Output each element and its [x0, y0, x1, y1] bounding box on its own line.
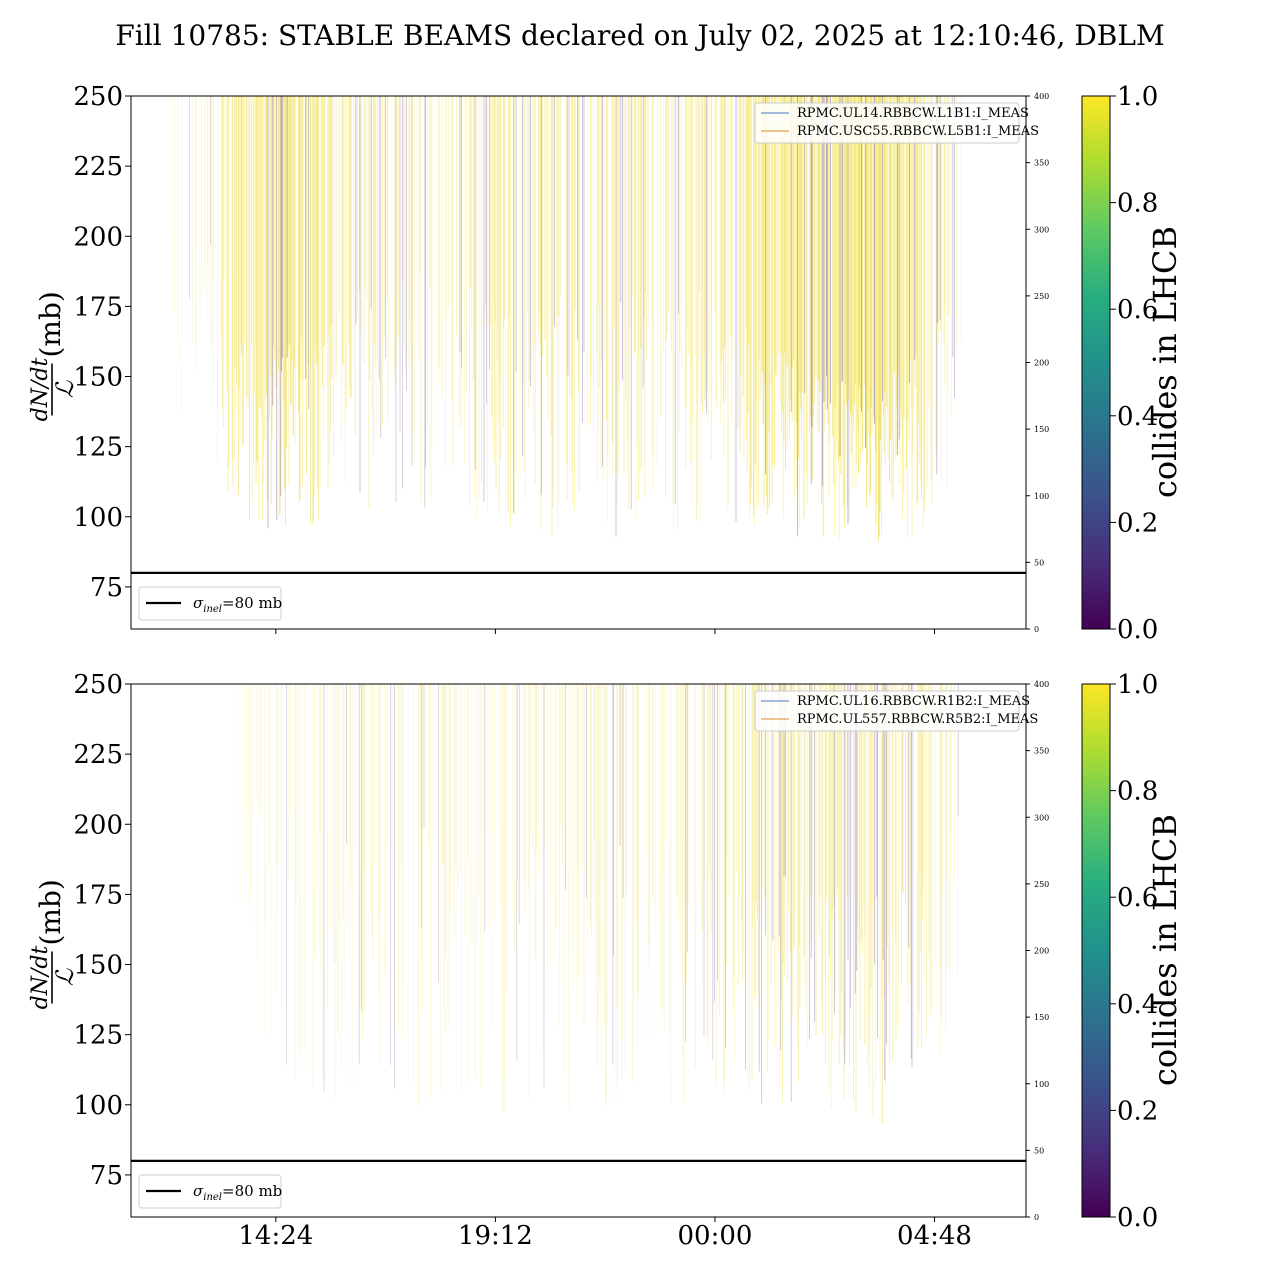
- top-panel-secondary-y-axis: 0 50 100 150 200 250 300 350 400: [1026, 92, 1049, 634]
- bottom-panel-loss-traces: [239, 684, 959, 1124]
- y2-tick-label: 150: [1034, 1013, 1049, 1022]
- y-label-numerator: dN/dt: [28, 358, 53, 422]
- y2-tick-label: 400: [1034, 680, 1049, 689]
- colorbar-tick-label: 0.2: [1117, 508, 1158, 538]
- bottom-panel-y-axis: 75 100 125 150 175 200 225 250: [73, 670, 131, 1191]
- bottom-panel-secondary-y-axis: 0 50 100 150 200 250 300 350 400: [1026, 680, 1049, 1222]
- y2-tick-label: 350: [1034, 159, 1049, 168]
- x-tick-label: 19:12: [458, 1221, 533, 1251]
- top-panel-loss-traces: [170, 96, 962, 542]
- y-tick-label: 75: [90, 1161, 123, 1191]
- y-tick-label: 250: [73, 670, 123, 700]
- bottom-panel-sigma-legend: σinel=80 mb: [138, 1174, 282, 1209]
- colorbar-label: collides in LHCB: [1146, 226, 1184, 498]
- y-tick-label: 225: [73, 740, 123, 770]
- colorbar-label: collides in LHCB: [1146, 814, 1184, 1086]
- y-label-denominator: ℒ: [51, 380, 79, 398]
- top-panel-y-axis-label: dN/dtℒ (mb): [28, 291, 79, 421]
- legend-entry-sigma-inel: σinel=80 mb: [193, 1182, 282, 1203]
- y2-tick-label: 100: [1034, 1080, 1049, 1089]
- legend-entry-r1b2: RPMC.UL16.RBBCW.R1B2:I_MEAS: [797, 694, 1030, 709]
- colorbar-tick-label: 0.0: [1117, 615, 1158, 645]
- y-tick-label: 75: [90, 573, 123, 603]
- y2-tick-label: 200: [1034, 359, 1049, 368]
- y2-tick-label: 200: [1034, 947, 1049, 956]
- y-label-denominator: ℒ: [51, 968, 79, 986]
- y-tick-label: 200: [73, 222, 123, 252]
- colorbar-tick-label: 0.6: [1117, 295, 1158, 325]
- top-panel-legend: RPMC.UL14.RBBCW.L1B1:I_MEAS RPMC.USC55.R…: [754, 102, 1039, 144]
- y2-tick-label: 0: [1034, 625, 1039, 634]
- y-tick-label: 150: [73, 363, 123, 393]
- bottom-panel: 75 100 125 150 175 200 225 250 0 50 100 150 200 250 3…: [28, 670, 1049, 1251]
- top-colorbar: 0.0 0.2 0.4 0.6 0.8 1.0 collides in LHCB: [1081, 82, 1184, 645]
- top-panel: 75 100 125 150 175 200 225 250 0 50 100 150 200 250 3…: [28, 82, 1049, 634]
- y-tick-label: 175: [73, 880, 123, 910]
- legend-entry-l1b1: RPMC.UL14.RBBCW.L1B1:I_MEAS: [797, 106, 1029, 121]
- bottom-panel-y-axis-label: dN/dtℒ (mb): [28, 879, 79, 1009]
- y-label-unit: (mb): [34, 879, 67, 945]
- y2-tick-label: 50: [1034, 558, 1044, 567]
- colorbar-tick-label: 0.4: [1117, 990, 1158, 1020]
- colorbar-tick-label: 1.0: [1117, 82, 1158, 112]
- colorbar-tick-label: 1.0: [1117, 670, 1158, 700]
- y2-tick-label: 0: [1034, 1213, 1039, 1222]
- legend-entry-r5b2: RPMC.UL557.RBBCW.R5B2:I_MEAS: [797, 712, 1038, 727]
- y2-tick-label: 300: [1034, 225, 1049, 234]
- top-panel-sigma-legend: σinel=80 mb: [138, 586, 282, 621]
- top-panel-y-axis: 75 100 125 150 175 200 225 250: [73, 82, 131, 603]
- y-label-unit: (mb): [34, 291, 67, 357]
- colorbar-tick-label: 0.8: [1117, 777, 1158, 807]
- x-tick-label: 04:48: [897, 1221, 972, 1251]
- legend-entry-l5b1: RPMC.USC55.RBBCW.L5B1:I_MEAS: [797, 124, 1039, 139]
- y2-tick-label: 300: [1034, 813, 1049, 822]
- y-label-numerator: dN/dt: [28, 946, 53, 1010]
- legend-entry-sigma-inel: σinel=80 mb: [193, 594, 282, 615]
- y-tick-label: 125: [73, 1021, 123, 1051]
- x-tick-label: 00:00: [677, 1221, 752, 1251]
- colorbar-tick-label: 0.4: [1117, 402, 1158, 432]
- colorbar-tick-label: 0.2: [1117, 1096, 1158, 1126]
- y2-tick-label: 50: [1034, 1146, 1044, 1155]
- y-tick-label: 225: [73, 152, 123, 182]
- bottom-panel-legend: RPMC.UL16.RBBCW.R1B2:I_MEAS RPMC.UL557.R…: [754, 690, 1038, 732]
- y2-tick-label: 350: [1034, 747, 1049, 756]
- y-tick-label: 175: [73, 292, 123, 322]
- x-tick-label: 14:24: [238, 1221, 313, 1251]
- bottom-colorbar: 0.0 0.2 0.4 0.6 0.8 1.0 collides in LHCB: [1081, 670, 1184, 1233]
- colorbar-tick-label: 0.0: [1117, 1203, 1158, 1233]
- y-tick-label: 100: [73, 1091, 123, 1121]
- y-tick-label: 200: [73, 810, 123, 840]
- y2-tick-label: 400: [1034, 92, 1049, 101]
- y-tick-label: 150: [73, 951, 123, 981]
- y-tick-label: 125: [73, 433, 123, 463]
- bottom-panel-x-axis: 14:24 19:12 00:00 04:48: [238, 1217, 972, 1251]
- y-tick-label: 250: [73, 82, 123, 112]
- top-panel-x-axis: [275, 629, 936, 634]
- y-tick-label: 100: [73, 503, 123, 533]
- y2-tick-label: 250: [1034, 880, 1049, 889]
- y2-tick-label: 150: [1034, 425, 1049, 434]
- colorbar-tick-label: 0.6: [1117, 883, 1158, 913]
- figure-title: Fill 10785: STABLE BEAMS declared on Jul…: [115, 19, 1164, 52]
- y2-tick-label: 250: [1034, 292, 1049, 301]
- colorbar-tick-label: 0.8: [1117, 189, 1158, 219]
- y2-tick-label: 100: [1034, 492, 1049, 501]
